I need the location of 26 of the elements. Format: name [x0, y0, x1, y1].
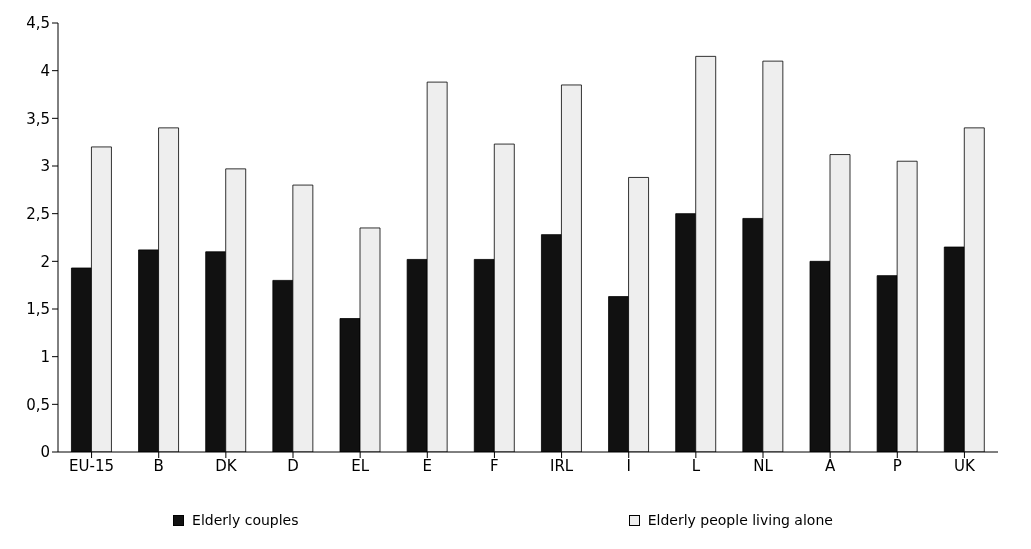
y-tick-label: 1	[40, 347, 50, 366]
x-tick-label: UK	[954, 456, 976, 475]
x-tick-label: I	[626, 456, 631, 475]
y-tick-label: 2,5	[26, 204, 50, 223]
x-tick-label: EL	[351, 456, 370, 475]
x-tick-label: IRL	[549, 456, 574, 475]
x-tick-label: L	[691, 456, 701, 475]
x-tick-label: B	[153, 456, 164, 475]
y-tick-label: 4	[40, 61, 50, 80]
y-tick-label: 2	[40, 252, 50, 271]
y-tick-label: 3	[40, 157, 50, 176]
y-tick-label: 1,5	[26, 300, 50, 319]
x-tick-label: D	[287, 456, 299, 475]
y-tick-label: 0	[40, 443, 50, 462]
x-tick-label: NL	[753, 456, 774, 475]
y-tick-label: 3,5	[26, 109, 50, 128]
x-tick-label: A	[825, 456, 837, 475]
y-tick-label: 0,5	[26, 395, 50, 414]
legend-label: Elderly people living alone	[646, 512, 833, 528]
y-tick-label: 4,5	[26, 14, 50, 33]
x-tick-label: DK	[215, 456, 238, 475]
x-tick-label: P	[892, 456, 902, 475]
x-tick-label: E	[422, 456, 433, 475]
x-tick-label: F	[490, 456, 499, 475]
x-tick-label: EU-15	[69, 456, 115, 475]
legend-label: Elderly couples	[191, 512, 299, 528]
